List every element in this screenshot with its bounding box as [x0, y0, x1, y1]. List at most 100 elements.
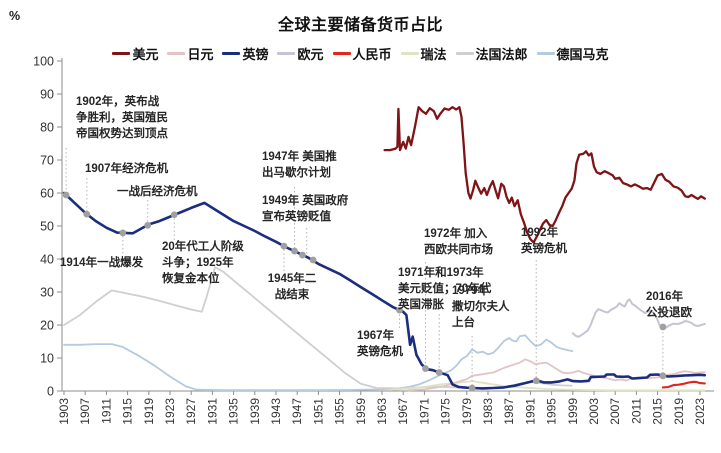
event-marker-11 [435, 369, 443, 376]
y-tick-label-60: 60 [40, 187, 54, 201]
annotation-1907: 1907年经济危机 [85, 163, 169, 175]
x-tick-label-1919: 1919 [142, 398, 156, 425]
x-tick-label-1983: 1983 [481, 398, 495, 425]
y-tick-label-20: 20 [40, 319, 54, 333]
legend-label-chf: 瑞法 [420, 47, 447, 62]
x-tick-label-1907: 1907 [78, 398, 92, 425]
y-tick-label-10: 10 [40, 352, 54, 366]
x-tick-label-1963: 1963 [375, 398, 389, 425]
y-tick-label-40: 40 [40, 253, 54, 267]
x-tick-label-1947: 1947 [290, 398, 304, 425]
x-tick-label-2019: 2019 [672, 398, 686, 425]
x-tick-label-1939: 1939 [248, 398, 262, 425]
annotation-post-ww1: 一战后经济危机 [117, 186, 198, 198]
annotation-1967: 1967年 英镑危机 [357, 330, 403, 358]
annotation-1949: 1949年 英国政府 宣布英镑贬值 [262, 195, 349, 223]
x-tick-label-2015: 2015 [651, 398, 665, 425]
legend-swatch-usd [112, 52, 131, 55]
y-tick-label-80: 80 [40, 121, 54, 135]
x-tick-label-1967: 1967 [396, 398, 410, 425]
x-tick-label-1927: 1927 [184, 398, 198, 425]
annotation-1992: 1992年 英镑危机 [521, 227, 567, 255]
event-marker-13 [532, 377, 540, 385]
y-tick-label-50: 50 [40, 220, 54, 234]
annotation-1979: 1979年 撒切尔夫人 上台 [452, 285, 510, 329]
y-axis-unit-label: % [9, 9, 21, 23]
y-tick-label-70: 70 [40, 154, 54, 168]
legend-item-usd: 美元 [112, 44, 158, 63]
legend-label-dem: 德国马克 [556, 47, 609, 62]
legend-item-chf: 瑞法 [400, 44, 447, 63]
annotation-2016: 2016年 公投退欧 [646, 291, 692, 319]
series-line-gbp [62, 191, 707, 390]
x-tick-label-1971: 1971 [417, 398, 431, 425]
legend-swatch-cny [332, 52, 351, 55]
x-tick-label-1911: 1911 [99, 398, 113, 424]
legend-item-dem: 德国马克 [536, 44, 609, 63]
event-marker-2 [119, 229, 127, 237]
event-marker-3 [144, 221, 152, 229]
x-tick-label-1923: 1923 [163, 398, 177, 425]
y-tick-label-0: 0 [47, 385, 54, 399]
x-tick-label-1975: 1975 [439, 398, 453, 425]
x-tick-label-2023: 2023 [693, 398, 707, 425]
x-tick-label-1951: 1951 [311, 398, 325, 425]
legend-swatch-eur [277, 52, 296, 55]
legend-item-cny: 人民币 [332, 44, 392, 63]
annotation-1971-1973: 1971年和1973年 美元贬值；70年代 英国滞胀 [398, 267, 492, 311]
x-tick-label-1943: 1943 [269, 398, 283, 425]
x-tick-label-2003: 2003 [587, 398, 601, 425]
y-tick-label-30: 30 [40, 286, 54, 300]
legend-swatch-jpy [167, 52, 186, 55]
event-marker-15 [659, 323, 667, 331]
x-tick-label-1979: 1979 [460, 398, 474, 425]
series-line-eur [571, 298, 706, 338]
event-marker-7 [299, 251, 306, 259]
legend-item-frf: 法国法郎 [455, 44, 528, 63]
event-marker-12 [468, 384, 476, 392]
series-line-usd [383, 106, 706, 244]
event-marker-8 [309, 256, 317, 264]
event-marker-14 [659, 372, 667, 380]
legend-swatch-frf [455, 52, 474, 55]
annotation-1945: 1945年二 战结束 [267, 273, 317, 301]
event-marker-5 [280, 242, 288, 250]
chart-title: 全球主要储备货币占比 [277, 17, 443, 34]
x-tick-label-1915: 1915 [121, 398, 135, 425]
series-line-cny [661, 380, 706, 389]
y-tick-label-90: 90 [40, 88, 54, 102]
legend-label-eur: 欧元 [297, 47, 324, 62]
event-marker-6 [291, 247, 298, 255]
legend-label-cny: 人民币 [352, 47, 392, 62]
x-tick-label-2007: 2007 [608, 398, 622, 425]
x-tick-label-2011: 2011 [629, 398, 643, 424]
x-tick-label-1995: 1995 [545, 398, 559, 425]
legend-label-jpy: 日元 [187, 47, 214, 62]
annotation-1972: 1972年 加入 西欧共同市场 [424, 228, 493, 256]
x-tick-label-1931: 1931 [205, 398, 219, 425]
x-tick-label-1991: 1991 [523, 398, 537, 425]
event-marker-9 [396, 306, 403, 314]
event-marker-10 [422, 365, 429, 372]
legend-swatch-chf [400, 52, 419, 55]
event-marker-0 [62, 191, 70, 199]
legend-item-jpy: 日元 [167, 44, 213, 63]
legend-item-gbp: 英镑 [222, 44, 268, 63]
legend-swatch-gbp [222, 52, 241, 55]
annotation-1902: 1902年，英布战 争胜利，英国殖民 帝国权势达到顶点 [76, 96, 168, 140]
x-tick-label-1955: 1955 [333, 398, 347, 425]
x-tick-label-1959: 1959 [354, 398, 368, 425]
annotation-1925: 20年代工人阶级 斗争；1925年 恢复金本位 [162, 241, 244, 285]
annotation-1914: 1914年一战爆发 [60, 257, 144, 269]
legend-label-frf: 法国法郎 [475, 47, 528, 62]
x-tick-label-1999: 1999 [566, 398, 580, 425]
event-marker-1 [83, 210, 91, 218]
annotation-1947: 1947年 美国推 出马歇尔计划 [262, 151, 337, 179]
legend-item-eur: 欧元 [277, 44, 324, 63]
legend-label-gbp: 英镑 [242, 47, 269, 62]
event-marker-4 [170, 211, 178, 219]
x-tick-label-1903: 1903 [57, 398, 71, 425]
series-line-dem [63, 334, 574, 392]
